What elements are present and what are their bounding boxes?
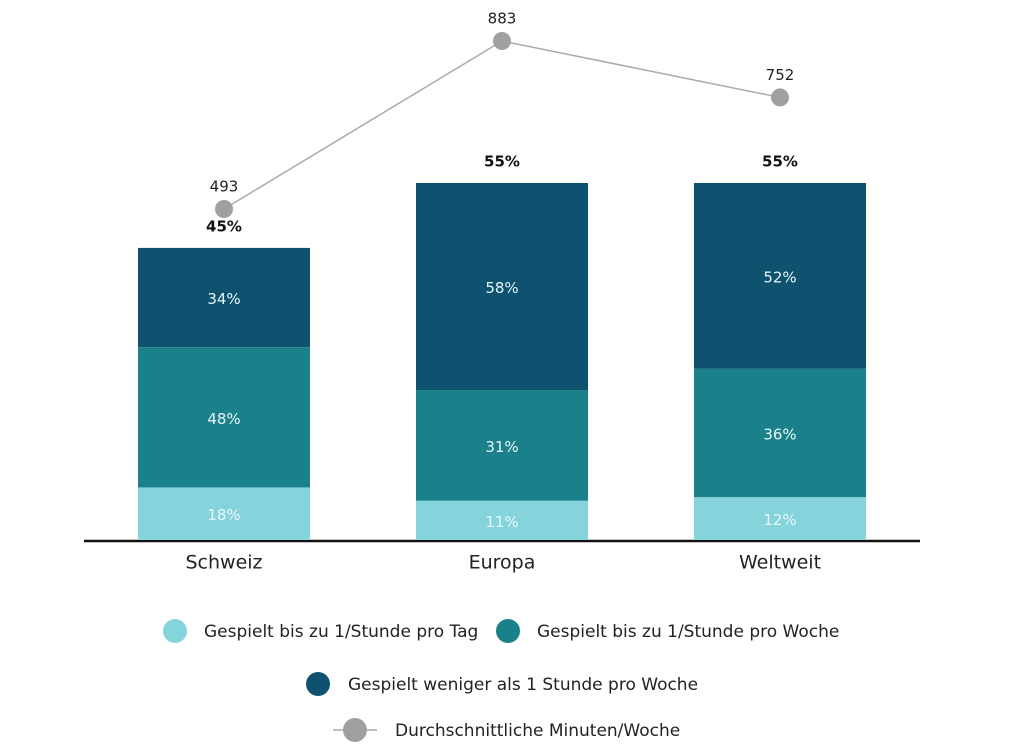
bar-segment bbox=[416, 500, 588, 540]
bar-segment bbox=[416, 183, 588, 391]
legend-marker bbox=[306, 672, 330, 696]
legend-label: Durchschnittliche Minuten/Woche bbox=[395, 721, 680, 741]
value-label: 34% bbox=[207, 290, 240, 308]
x-tick-label: Weltweit bbox=[739, 552, 821, 574]
legend-marker bbox=[343, 718, 367, 742]
bar-segment bbox=[694, 368, 866, 498]
value-label: 18% bbox=[207, 506, 240, 524]
line-point bbox=[493, 32, 511, 50]
value-label: 36% bbox=[763, 425, 796, 443]
total-label: 55% bbox=[762, 153, 798, 171]
legend-label: Gespielt bis zu 1/Stunde pro Woche bbox=[537, 622, 839, 642]
legend-marker bbox=[163, 619, 187, 643]
total-label: 55% bbox=[484, 153, 520, 171]
bar-segment bbox=[138, 487, 310, 540]
value-label: 12% bbox=[763, 511, 796, 529]
line-label: 883 bbox=[488, 10, 517, 28]
x-tick-label: Europa bbox=[469, 552, 536, 574]
legend-marker bbox=[496, 619, 520, 643]
value-label: 11% bbox=[485, 513, 518, 531]
line-label: 752 bbox=[766, 66, 795, 84]
bar-segment bbox=[694, 497, 866, 540]
value-label: 58% bbox=[485, 279, 518, 297]
line-point bbox=[215, 200, 233, 218]
legend-label: Gespielt weniger als 1 Stunde pro Woche bbox=[348, 675, 698, 695]
bar-segment bbox=[138, 247, 310, 348]
bar-segment bbox=[138, 347, 310, 488]
total-label: 45% bbox=[206, 217, 242, 235]
x-tick-label: Schweiz bbox=[185, 552, 262, 574]
legend-label: Gespielt bis zu 1/Stunde pro Tag bbox=[204, 622, 478, 642]
line-point bbox=[771, 88, 789, 107]
value-label: 31% bbox=[485, 438, 518, 456]
bar-segment bbox=[694, 183, 866, 369]
bar-segment bbox=[416, 390, 588, 501]
value-label: 52% bbox=[763, 268, 796, 286]
value-label: 48% bbox=[207, 410, 240, 428]
line-label: 493 bbox=[210, 178, 239, 196]
